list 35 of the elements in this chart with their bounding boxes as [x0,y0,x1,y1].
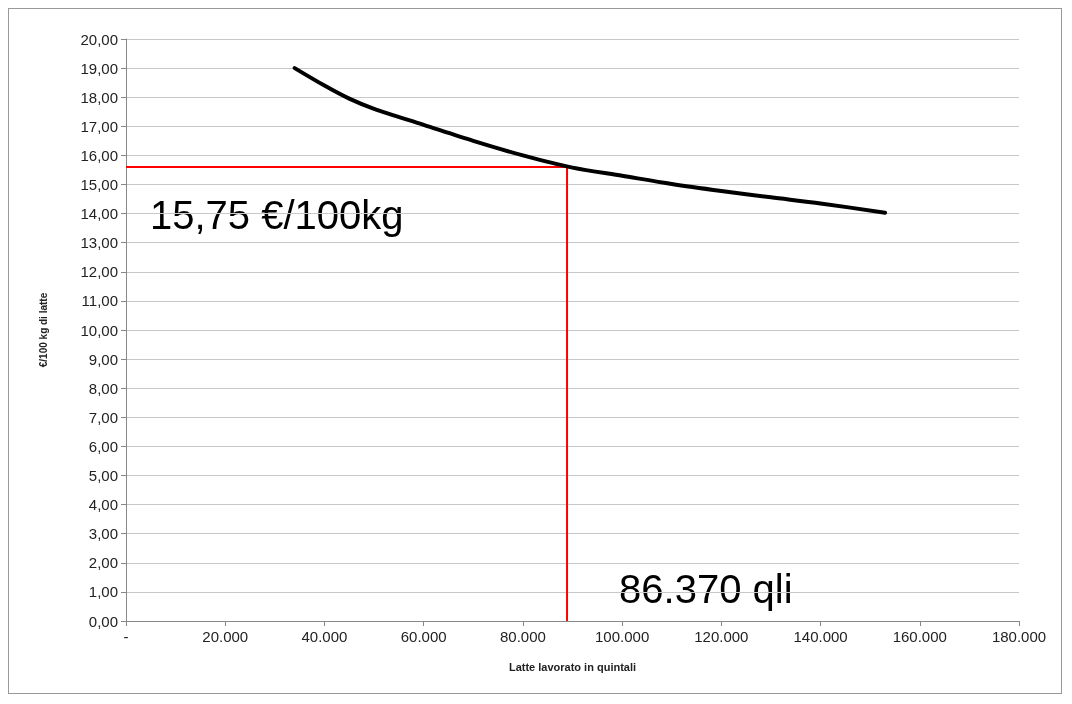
x-axis-title: Latte lavorato in quintali [508,660,637,673]
x-tick-label: 120.000 [694,628,749,645]
y-tick-label: 1,00 [88,583,118,601]
y-tick-label: 15,00 [80,176,118,193]
y-tick-label: 4,00 [88,496,118,514]
x-tick-label: 100.000 [594,628,650,645]
x-tick-label: 60.000 [400,628,447,645]
y-tick-label: 10,00 [80,321,118,339]
x-tick-label: 80.000 [499,628,546,645]
y-tick-label: 20,00 [80,30,118,48]
y-tick-label: 14,00 [80,205,118,223]
y-tick-label: 18,00 [80,88,118,106]
y-tick-label: 0,00 [88,612,118,630]
y-axis-title: €/100 kg di latte [37,292,49,368]
x-tick-label: - [123,628,129,645]
y-tick-label: 17,00 [80,117,118,135]
y-tick-label: 19,00 [80,59,118,77]
annotation: 86.370 qli [619,567,793,611]
x-tick-label: 180.000 [991,628,1047,645]
x-tick-label: 40.000 [301,628,348,645]
y-tick-label: 8,00 [88,379,118,397]
annotation: 15,75 €/100kg [150,193,404,238]
y-tick-label: 13,00 [80,234,118,252]
x-tick-label: 20.000 [202,628,249,645]
x-tick-label: 160.000 [892,628,947,645]
x-tick-label: 140.000 [793,628,848,645]
y-tick-label: 7,00 [88,408,118,426]
y-tick-label: 12,00 [80,263,118,281]
y-tick-label: 6,00 [88,437,118,455]
y-tick-label: 9,00 [88,350,118,368]
y-tick-label: 11,00 [81,292,118,310]
y-tick-label: 16,00 [80,146,118,164]
y-tick-label: 5,00 [88,467,118,484]
y-tick-label: 3,00 [88,525,118,543]
y-tick-label: 2,00 [88,554,118,572]
